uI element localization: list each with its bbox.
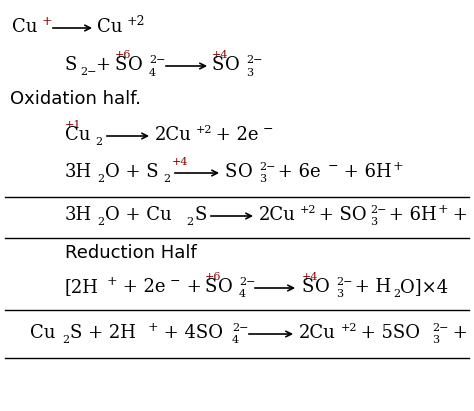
Text: + 6e: + 6e xyxy=(272,163,320,181)
Text: O: O xyxy=(225,56,240,74)
Text: Cu: Cu xyxy=(97,18,122,36)
Text: 4: 4 xyxy=(149,68,156,78)
Text: + 6H: + 6H xyxy=(383,206,437,224)
Text: 2Cu: 2Cu xyxy=(155,126,192,144)
Text: +4: +4 xyxy=(212,50,228,60)
Text: [2H: [2H xyxy=(65,278,99,296)
Text: 2Cu: 2Cu xyxy=(299,324,336,342)
Text: +2: +2 xyxy=(300,205,317,215)
Text: S: S xyxy=(205,278,218,296)
Text: 2−: 2− xyxy=(259,162,275,172)
Text: +1: +1 xyxy=(65,120,82,130)
Text: + 2e: + 2e xyxy=(117,278,165,296)
Text: +2: +2 xyxy=(341,323,357,333)
Text: Cu: Cu xyxy=(65,126,91,144)
Text: 2−: 2− xyxy=(336,277,353,287)
Text: −: − xyxy=(170,275,181,288)
Text: S: S xyxy=(195,206,207,224)
Text: +6: +6 xyxy=(205,272,221,282)
Text: −: − xyxy=(328,160,338,173)
Text: 3: 3 xyxy=(246,68,253,78)
Text: Cu: Cu xyxy=(30,324,55,342)
Text: +: + xyxy=(393,160,404,173)
Text: S: S xyxy=(212,56,224,74)
Text: Cu: Cu xyxy=(12,18,37,36)
Text: + H: + H xyxy=(349,278,391,296)
Text: + H: + H xyxy=(447,324,474,342)
Text: 3: 3 xyxy=(259,174,266,184)
Text: 2−: 2− xyxy=(370,205,386,215)
Text: + 5SO: + 5SO xyxy=(355,324,420,342)
Text: −: − xyxy=(263,123,273,136)
Text: +6: +6 xyxy=(115,50,131,60)
Text: 3H: 3H xyxy=(65,163,92,181)
Text: +4: +4 xyxy=(302,272,319,282)
Text: 2: 2 xyxy=(97,174,104,184)
Text: S + 2H: S + 2H xyxy=(70,324,136,342)
Text: Oxidation half.: Oxidation half. xyxy=(10,90,141,108)
Text: S: S xyxy=(65,56,77,74)
Text: + 2e: + 2e xyxy=(210,126,258,144)
Text: +: + xyxy=(181,278,202,296)
Text: 2−: 2− xyxy=(239,277,255,287)
Text: 2−: 2− xyxy=(149,55,165,65)
Text: 2Cu: 2Cu xyxy=(259,206,296,224)
Text: 2: 2 xyxy=(186,217,193,227)
Text: +2: +2 xyxy=(127,15,146,28)
Text: 3: 3 xyxy=(370,217,377,227)
Text: S: S xyxy=(115,56,128,74)
Text: 3: 3 xyxy=(336,289,343,299)
Text: O + Cu: O + Cu xyxy=(105,206,172,224)
Text: + SO: + SO xyxy=(313,206,366,224)
Text: 4: 4 xyxy=(239,289,246,299)
Text: O + S: O + S xyxy=(105,163,159,181)
Text: 3: 3 xyxy=(432,335,439,345)
Text: + 8e: + 8e xyxy=(447,206,474,224)
Text: O: O xyxy=(218,278,233,296)
Text: 2: 2 xyxy=(62,335,69,345)
Text: O: O xyxy=(315,278,330,296)
Text: 3H: 3H xyxy=(65,206,92,224)
Text: 2−: 2− xyxy=(432,323,448,333)
Text: 2−: 2− xyxy=(80,67,97,77)
Text: +: + xyxy=(148,321,159,334)
Text: Reduction Half: Reduction Half xyxy=(65,244,197,262)
Text: O: O xyxy=(238,163,253,181)
Text: O: O xyxy=(128,56,143,74)
Text: +: + xyxy=(95,56,110,74)
Text: 2: 2 xyxy=(95,137,102,147)
Text: 2: 2 xyxy=(163,174,170,184)
Text: S: S xyxy=(225,163,237,181)
Text: +: + xyxy=(438,203,448,216)
Text: O]×4: O]×4 xyxy=(400,278,448,296)
Text: +: + xyxy=(107,275,118,288)
Text: +2: +2 xyxy=(196,125,212,135)
Text: 2: 2 xyxy=(97,217,104,227)
Text: + 4SO: + 4SO xyxy=(158,324,223,342)
Text: + 6H: + 6H xyxy=(338,163,392,181)
Text: 2−: 2− xyxy=(246,55,263,65)
Text: 2−: 2− xyxy=(232,323,248,333)
Text: +: + xyxy=(42,15,53,28)
Text: 4: 4 xyxy=(232,335,239,345)
Text: +4: +4 xyxy=(172,157,189,167)
Text: 2: 2 xyxy=(393,289,400,299)
Text: S: S xyxy=(302,278,314,296)
